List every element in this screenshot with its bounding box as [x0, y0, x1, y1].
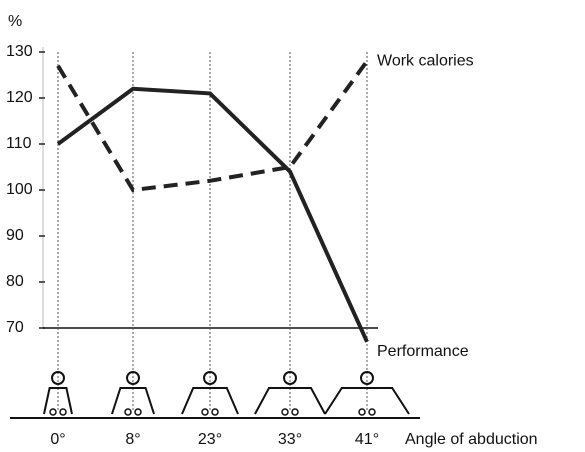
figure-hand: [125, 409, 131, 415]
y-tick-label: 120: [6, 89, 33, 106]
y-tick-label: 70: [6, 319, 24, 336]
figure-hand: [50, 409, 56, 415]
figure-hand: [369, 409, 375, 415]
y-tick-label: 90: [6, 227, 24, 244]
figure-hand: [282, 409, 288, 415]
y-tick-label: 80: [6, 273, 24, 290]
series-line: [58, 61, 367, 190]
figure-hand: [135, 409, 141, 415]
figure-hand: [212, 409, 218, 415]
y-tick-label: 100: [6, 181, 33, 198]
y-tick-label: 110: [6, 135, 32, 152]
chart: % Angle of abduction 70 80 90 100 110 120 130 0…: [0, 0, 585, 452]
figure-hand: [60, 409, 66, 415]
figure-hand: [359, 409, 365, 415]
x-tick-label: 8°: [125, 431, 140, 448]
x-tick-label: 23°: [198, 431, 222, 448]
y-tick-label: 130: [6, 43, 33, 60]
x-tick-label: 0°: [50, 431, 65, 448]
x-axis-label: Angle of abduction: [405, 431, 538, 448]
x-tick-label: 33°: [278, 431, 302, 448]
y-axis-label: %: [8, 13, 22, 30]
figure-hand: [292, 409, 298, 415]
x-tick-label: 41°: [355, 431, 379, 448]
figure-hand: [202, 409, 208, 415]
series-label: Performance: [377, 343, 469, 360]
series-label: Work calories: [377, 52, 474, 69]
